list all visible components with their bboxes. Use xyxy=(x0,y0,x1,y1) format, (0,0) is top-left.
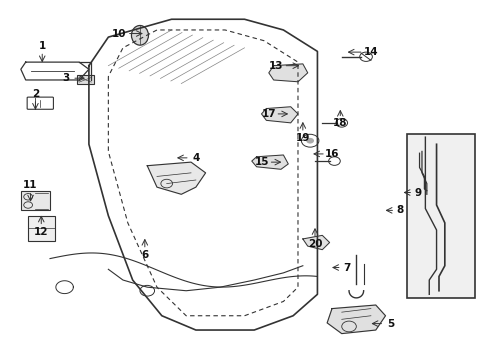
Text: 12: 12 xyxy=(34,227,48,237)
Text: 1: 1 xyxy=(39,41,46,51)
Text: 5: 5 xyxy=(386,319,393,329)
Text: 13: 13 xyxy=(268,61,283,71)
Text: 4: 4 xyxy=(192,153,199,163)
Circle shape xyxy=(305,138,313,144)
Bar xyxy=(28,216,55,241)
FancyBboxPatch shape xyxy=(407,134,474,298)
Polygon shape xyxy=(147,162,205,194)
Ellipse shape xyxy=(131,26,148,45)
Text: 9: 9 xyxy=(414,188,421,198)
Polygon shape xyxy=(251,155,287,169)
Polygon shape xyxy=(302,235,329,249)
Text: 11: 11 xyxy=(23,180,38,190)
Text: 20: 20 xyxy=(307,239,322,249)
Polygon shape xyxy=(261,107,297,123)
FancyBboxPatch shape xyxy=(27,97,53,109)
Bar xyxy=(77,75,94,84)
Text: 15: 15 xyxy=(255,157,269,167)
Text: 6: 6 xyxy=(141,250,148,260)
Text: 17: 17 xyxy=(262,109,276,119)
Text: 3: 3 xyxy=(62,73,69,83)
Text: 19: 19 xyxy=(295,133,309,143)
Text: 14: 14 xyxy=(363,47,377,57)
Bar xyxy=(21,191,50,210)
Text: 2: 2 xyxy=(32,89,39,99)
Text: 7: 7 xyxy=(342,262,349,273)
Text: 18: 18 xyxy=(332,118,347,128)
Text: 10: 10 xyxy=(112,28,126,39)
Polygon shape xyxy=(268,64,307,82)
Text: 8: 8 xyxy=(396,205,403,215)
Text: 16: 16 xyxy=(324,149,339,159)
Polygon shape xyxy=(326,305,385,334)
